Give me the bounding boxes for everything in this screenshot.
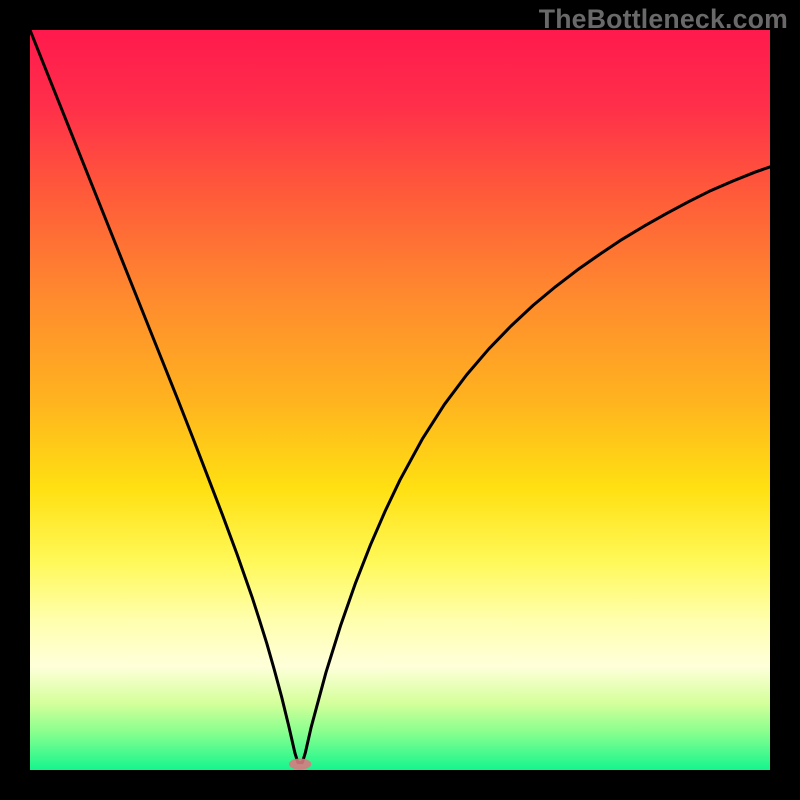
chart-background-gradient [30, 30, 770, 770]
vertex-marker [289, 758, 311, 769]
bottleneck-line-chart [30, 30, 770, 770]
chart-frame: TheBottleneck.com [0, 0, 800, 800]
